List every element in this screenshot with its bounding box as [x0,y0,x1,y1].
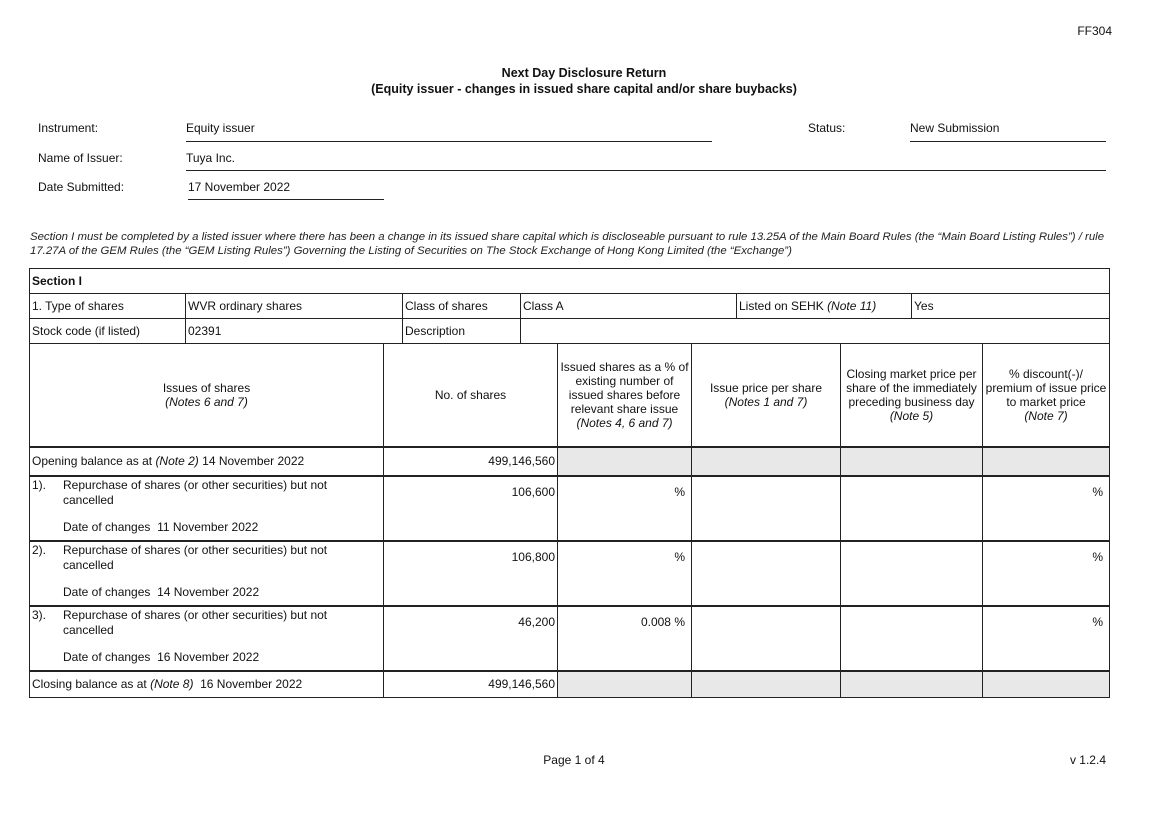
item-price [691,539,841,606]
form-code: FF304 [1077,24,1112,38]
table-row: 2). Repurchase of shares (or other secur… [29,539,1110,606]
page-number: Page 1 of 4 [543,753,605,767]
closing-shares: 499,146,560 [383,669,558,698]
date-submitted-label: Date Submitted: [38,180,125,194]
opening-balance-row: Opening balance as at (Note 2) 14 Novemb… [29,445,1110,476]
closing-label: Closing balance as at (Note 8) 16 Novemb… [29,669,384,698]
share-changes-table: Issues of shares (Notes 6 and 7) No. of s… [29,343,1110,698]
item-description: Repurchase of shares (or other securitie… [63,542,328,572]
listed-label: Listed on SEHK (Note 11) [736,293,912,319]
grey-cell [691,445,841,476]
item-price [691,604,841,671]
item-price [691,474,841,541]
item-discount: % [982,539,1110,606]
section-title: Section I [28,268,1111,294]
description-label: Description [402,318,521,344]
col-price: Issue price per share (Notes 1 and 7) [691,343,841,447]
issuer-field: Tuya Inc. [186,151,1106,171]
item-pct: % [557,474,692,541]
item-market [840,604,983,671]
item-pct: 0.008 % [557,604,692,671]
item-number: 3). [32,607,47,622]
item-market [840,539,983,606]
item-pct: % [557,539,692,606]
item-date: Date of changes 11 November 2022 [63,519,259,534]
doc-subtitle: (Equity issuer - changes in issued share… [371,82,797,96]
grey-cell [982,445,1110,476]
status-field: New Submission [910,121,1106,142]
grey-cell [691,669,841,698]
item-date: Date of changes 16 November 2022 [63,649,260,664]
col-discount: % discount(-)/ premium of issue price to… [982,343,1110,447]
status-label: Status: [808,121,846,135]
date-submitted-field: 17 November 2022 [188,180,384,200]
closing-balance-row: Closing balance as at (Note 8) 16 Novemb… [29,669,1110,698]
item-date: Date of changes 14 November 2022 [63,584,260,599]
item-number: 1). [32,477,47,492]
issuer-label: Name of Issuer: [38,151,123,165]
class-value: Class A [520,293,737,319]
item-shares: 46,200 [383,604,558,671]
version: v 1.2.4 [1069,753,1106,767]
listed-value: Yes [910,293,1111,319]
item-description-cell: 2). Repurchase of shares (or other secur… [29,539,384,606]
table-row: 1). Repurchase of shares (or other secur… [29,474,1110,541]
stock-code-label: Stock code (if listed) [29,318,186,344]
grey-cell [840,669,983,698]
description-value [519,318,1111,344]
grey-cell [982,669,1110,698]
item-market [840,474,983,541]
stock-code-value: 02391 [185,318,403,344]
col-market: Closing market price per share of the im… [840,343,983,447]
item-shares: 106,600 [383,474,558,541]
class-label: Class of shares [402,293,521,319]
section-info-table: Section I 1. Type of shares WVR ordinary… [28,268,1111,344]
col-issues: Issues of shares (Notes 6 and 7) [29,343,384,447]
type-label: 1. Type of shares [29,293,186,319]
item-discount: % [982,604,1110,671]
item-number: 2). [32,542,47,557]
instrument-field: Equity issuer [186,121,712,142]
item-shares: 106,800 [383,539,558,606]
instrument-label: Instrument: [38,121,99,135]
col-shares: No. of shares [383,343,558,447]
doc-title: Next Day Disclosure Return [501,66,667,80]
item-description-cell: 3). Repurchase of shares (or other secur… [29,604,384,671]
intro-text: Section I must be completed by a listed … [30,231,1105,257]
table-row: 3). Repurchase of shares (or other secur… [29,604,1110,671]
item-description: Repurchase of shares (or other securitie… [63,607,328,637]
grey-cell [557,445,692,476]
grey-cell [840,445,983,476]
item-description-cell: 1). Repurchase of shares (or other secur… [29,474,384,541]
item-discount: % [982,474,1110,541]
opening-shares: 499,146,560 [383,445,558,476]
item-description: Repurchase of shares (or other securitie… [63,477,328,507]
opening-label: Opening balance as at (Note 2) 14 Novemb… [29,445,384,476]
col-pct: Issued shares as a % of existing number … [557,343,692,447]
grey-cell [557,669,692,698]
type-value: WVR ordinary shares [185,293,403,319]
